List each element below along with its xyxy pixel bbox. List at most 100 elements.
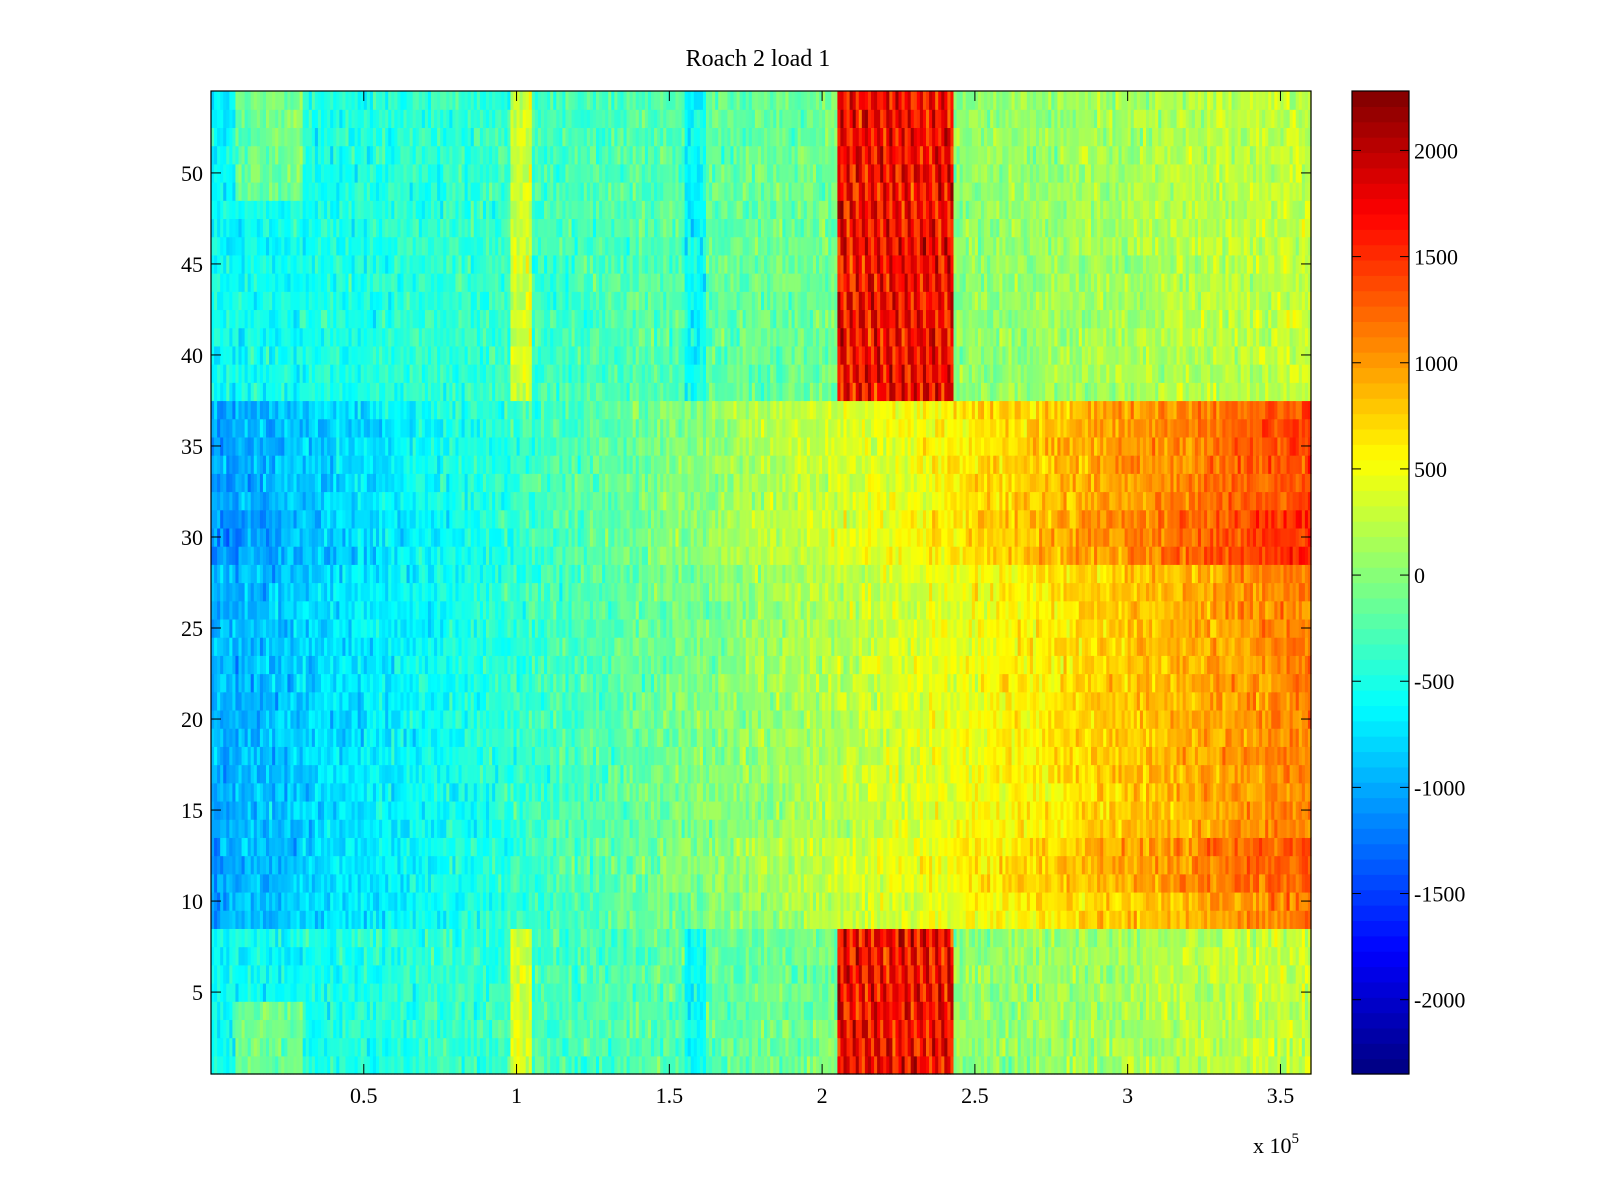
heatmap-cell <box>1298 946 1303 966</box>
heatmap-cell <box>919 1037 924 1057</box>
heatmap-cell <box>1307 1037 1312 1057</box>
heatmap-cell <box>1032 964 1037 984</box>
heatmap-cell <box>984 1055 988 1075</box>
heatmap-cell <box>858 928 863 948</box>
heatmap-cell <box>336 1019 340 1039</box>
heatmap-cell <box>745 982 750 1002</box>
heatmap-cell <box>1249 1019 1254 1039</box>
heatmap-cell <box>427 837 432 857</box>
heatmap-cell <box>1057 873 1062 893</box>
heatmap-cell <box>1069 891 1074 911</box>
heatmap-cell <box>996 1001 1000 1020</box>
heatmap-cell <box>932 946 936 966</box>
heatmap-cell <box>770 910 774 929</box>
heatmap-cell <box>864 819 869 838</box>
heatmap-cell <box>259 873 264 893</box>
heatmap-cell <box>1191 837 1196 857</box>
heatmap-cell <box>437 873 441 893</box>
heatmap-cell <box>528 982 533 1002</box>
heatmap-cell <box>351 910 356 929</box>
heatmap-cell <box>907 946 912 966</box>
heatmap-cell <box>739 873 744 893</box>
heatmap-cell <box>281 891 285 911</box>
heatmap-cell <box>599 946 603 966</box>
heatmap-cell <box>757 964 762 984</box>
heatmap-cell <box>580 873 585 893</box>
heatmap-cell <box>269 819 273 838</box>
heatmap-cell <box>464 928 469 948</box>
heatmap-cell <box>1115 1037 1120 1057</box>
heatmap-cell <box>681 855 686 875</box>
heatmap-cell <box>1295 964 1300 984</box>
heatmap-cell <box>302 855 307 875</box>
heatmap-cell <box>1075 1037 1080 1057</box>
heatmap-cell <box>1048 1019 1052 1039</box>
heatmap-cell <box>819 982 823 1002</box>
heatmap-cell <box>663 964 667 984</box>
heatmap-cell <box>437 982 441 1002</box>
heatmap-cell <box>803 1019 808 1039</box>
heatmap-cell <box>892 873 897 893</box>
heatmap-cell <box>427 1019 432 1039</box>
heatmap-cell <box>1118 946 1123 966</box>
heatmap-cell <box>828 964 832 984</box>
heatmap-cell <box>308 1055 313 1075</box>
heatmap-cell <box>360 891 365 911</box>
heatmap-cell <box>816 1019 820 1039</box>
heatmap-cell <box>1234 891 1239 911</box>
heatmap-cell <box>467 910 472 929</box>
heatmap-cell <box>391 910 395 929</box>
heatmap-cell <box>938 1001 942 1020</box>
heatmap-cell <box>681 910 686 929</box>
heatmap-cell <box>611 946 615 966</box>
heatmap-cell <box>984 837 988 857</box>
heatmap-cell <box>1020 946 1025 966</box>
heatmap-cell <box>901 1019 906 1039</box>
heatmap-cell <box>296 891 301 911</box>
heatmap-cell <box>1194 1037 1199 1057</box>
heatmap-cell <box>858 964 863 984</box>
heatmap-cell <box>864 873 869 893</box>
heatmap-cell <box>372 855 377 875</box>
heatmap-cell <box>272 873 276 893</box>
heatmap-cell <box>922 873 927 893</box>
heatmap-cell <box>336 1055 340 1075</box>
heatmap-cell <box>715 1037 719 1057</box>
heatmap-cell <box>996 855 1000 875</box>
heatmap-cell <box>351 1001 356 1020</box>
heatmap-cell <box>516 873 521 893</box>
heatmap-cell <box>1161 910 1165 929</box>
heatmap-cell <box>1094 819 1098 838</box>
heatmap-cell <box>1286 1001 1291 1020</box>
heatmap-cell <box>754 946 759 966</box>
heatmap-cell <box>730 928 735 948</box>
heatmap-cell <box>718 1019 722 1039</box>
heatmap-cell <box>244 891 249 911</box>
heatmap-cell <box>1029 1037 1034 1057</box>
heatmap-cell <box>999 837 1003 857</box>
heatmap-cell <box>730 1037 735 1057</box>
heatmap-cell <box>1231 1037 1236 1057</box>
heatmap-cell <box>837 819 842 838</box>
heatmap-cell <box>953 964 958 984</box>
heatmap-cell <box>962 1055 967 1075</box>
heatmap-cell <box>293 964 298 984</box>
heatmap-cell <box>476 1019 481 1039</box>
heatmap-cell <box>1207 928 1211 948</box>
heatmap-cell <box>867 982 872 1002</box>
heatmap-cell <box>528 946 533 966</box>
heatmap-cell <box>617 873 622 893</box>
heatmap-cell <box>1002 1019 1007 1039</box>
heatmap-cell <box>1176 819 1181 838</box>
heatmap-cell <box>794 837 799 857</box>
heatmap-cell <box>547 910 551 929</box>
heatmap-cell <box>305 964 310 984</box>
heatmap-cell <box>1149 873 1153 893</box>
heatmap-cell <box>492 1037 496 1057</box>
heatmap-cell <box>901 964 906 984</box>
heatmap-cell <box>742 1055 747 1075</box>
heatmap-cell <box>547 1037 551 1057</box>
heatmap-cell <box>1103 873 1107 893</box>
heatmap-cell <box>602 837 606 857</box>
heatmap-cell <box>534 964 539 984</box>
